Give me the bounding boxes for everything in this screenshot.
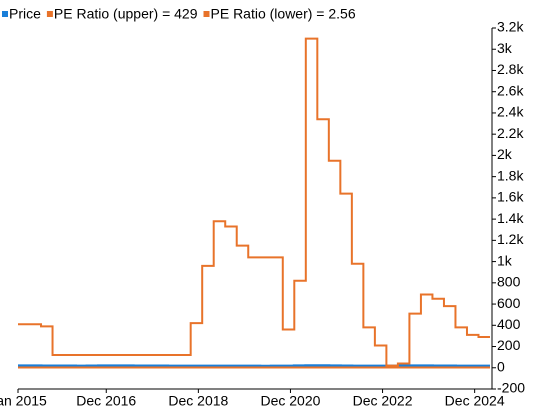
y-tick-label: 1.6k <box>497 189 524 205</box>
y-tick-label: 800 <box>497 274 521 290</box>
y-tick-label: 1.4k <box>497 210 524 226</box>
y-tick-label: 2.8k <box>497 61 524 77</box>
y-tick-label: 200 <box>497 337 521 353</box>
y-tick-label: 3.2k <box>497 19 524 35</box>
y-tick-label: 2k <box>497 146 513 162</box>
line-series <box>18 364 490 368</box>
y-tick-label: 1.8k <box>497 167 524 183</box>
y-tick-label: 2.6k <box>497 82 524 98</box>
legend-swatch <box>46 11 53 17</box>
legend-swatch <box>2 11 8 17</box>
y-tick-label: 1.2k <box>497 231 524 247</box>
y-tick-label: -200 <box>497 380 525 396</box>
y-tick-label: 2.4k <box>497 104 524 120</box>
y-tick-label: 3k <box>497 40 513 56</box>
x-tick-label: Dec 2024 <box>445 393 505 409</box>
legend-swatch <box>203 11 210 17</box>
y-tick-label: 400 <box>497 316 521 332</box>
x-tick-label: Dec 2020 <box>260 393 320 409</box>
legend-label: PE Ratio (upper) = 429 <box>54 6 198 22</box>
y-tick-label: 1k <box>497 252 513 268</box>
y-tick-label: 600 <box>497 295 521 311</box>
y-tick-label: 0 <box>497 358 505 374</box>
legend-label: Price <box>9 6 41 22</box>
x-tick-label: Dec 2018 <box>168 393 228 409</box>
legend-label: PE Ratio (lower) = 2.56 <box>211 6 356 22</box>
line-series <box>18 37 490 367</box>
x-tick-label: Dec 2016 <box>76 393 136 409</box>
y-tick-label: 2.2k <box>497 125 524 141</box>
x-tick-label: Dec 2022 <box>353 393 413 409</box>
x-tick-label: Jan 2015 <box>0 393 47 409</box>
